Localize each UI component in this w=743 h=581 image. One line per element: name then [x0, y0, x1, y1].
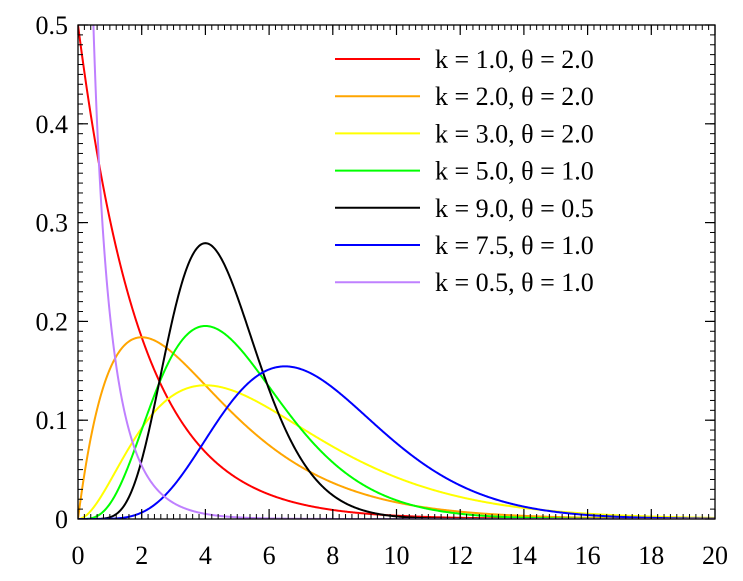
legend-label: k = 3.0, θ = 2.0	[435, 119, 594, 148]
x-tick-label: 4	[199, 541, 212, 570]
x-tick-label: 8	[326, 541, 339, 570]
legend: k = 1.0, θ = 2.0 k = 2.0, θ = 2.0 k = 3.0,…	[335, 45, 594, 297]
x-tick-label: 6	[263, 541, 276, 570]
y-tick-label: 0.4	[36, 110, 69, 139]
y-tick-label: 0.2	[36, 307, 69, 336]
x-tick-label: 12	[447, 541, 473, 570]
x-tick-label: 2	[135, 541, 148, 570]
series-line-6	[78, 365, 715, 519]
y-tick-label: 0	[55, 505, 68, 534]
series-line-2	[78, 336, 715, 519]
series-line-7	[92, 25, 715, 519]
y-tick-label: 0.5	[36, 11, 69, 40]
legend-label: k = 5.0, θ = 1.0	[435, 157, 594, 186]
legend-label: k = 0.5, θ = 1.0	[435, 268, 594, 297]
legend-label: k = 9.0, θ = 0.5	[435, 194, 594, 223]
legend-label: k = 7.5, θ = 1.0	[435, 231, 594, 260]
y-tick-label: 0.3	[36, 209, 69, 238]
legend-label: k = 1.0, θ = 2.0	[435, 45, 594, 74]
axes-layer: 0 2 4 6 8 10 12 14 16 18 20 0 0.1 0.2 0.3 0.4 0.5	[36, 11, 729, 570]
legend-label: k = 2.0, θ = 2.0	[435, 82, 594, 111]
plot-frame	[77, 24, 716, 520]
series-line-1	[78, 25, 715, 519]
y-tick-label: 0.1	[36, 406, 69, 435]
x-tick-label: 10	[384, 541, 410, 570]
x-tick-label: 16	[575, 541, 601, 570]
series-line-3	[78, 384, 715, 519]
x-tick-label: 20	[702, 541, 728, 570]
x-tick-label: 14	[511, 541, 537, 570]
series-layer	[78, 25, 715, 519]
x-tick-label: 0	[72, 541, 85, 570]
series-line-4	[78, 324, 715, 519]
x-tick-label: 18	[638, 541, 664, 570]
